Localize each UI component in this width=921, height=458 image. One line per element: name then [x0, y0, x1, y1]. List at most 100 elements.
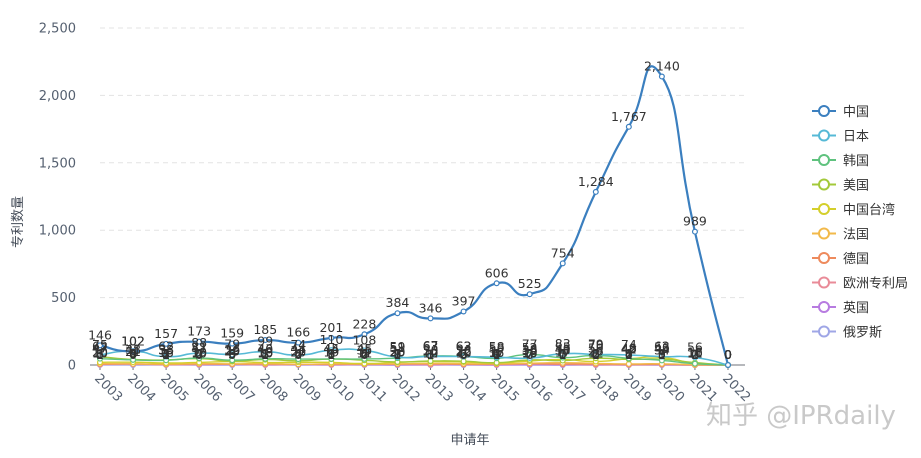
series-point[interactable] — [559, 350, 566, 357]
data-label: 49 — [621, 340, 637, 355]
series-point[interactable] — [691, 228, 698, 235]
data-label: 5 — [658, 346, 666, 361]
series-point[interactable] — [295, 339, 302, 346]
data-label: 70 — [588, 338, 604, 353]
series-point[interactable] — [625, 123, 632, 130]
series-point[interactable] — [163, 340, 170, 347]
series-point[interactable] — [526, 354, 533, 361]
series-point[interactable] — [592, 188, 599, 195]
data-label: 5 — [294, 346, 302, 361]
data-label: 0 — [724, 347, 732, 362]
series-point[interactable] — [96, 351, 103, 358]
series-point[interactable] — [361, 355, 368, 362]
legend-item-7[interactable]: 欧洲专利局 — [812, 276, 908, 292]
x-axis-title: 申请年 — [450, 433, 489, 448]
data-label: 0 — [724, 347, 732, 362]
series-point[interactable] — [328, 334, 335, 341]
series-point[interactable] — [625, 352, 632, 359]
data-label: 6 — [460, 346, 468, 361]
data-label: 55 — [555, 340, 571, 355]
series-point[interactable] — [328, 347, 335, 354]
series-point[interactable] — [196, 338, 203, 345]
series-point[interactable] — [130, 356, 137, 363]
series-point[interactable] — [262, 348, 269, 355]
series-point[interactable] — [361, 347, 368, 354]
series-point[interactable] — [427, 353, 434, 360]
legend-item-5[interactable]: 法国 — [812, 227, 869, 243]
legend-item-8[interactable]: 英国 — [812, 301, 869, 316]
data-label: 9 — [228, 346, 236, 361]
data-label: 173 — [187, 324, 211, 339]
series-point[interactable] — [196, 350, 203, 357]
series-point[interactable] — [658, 73, 665, 80]
series-point[interactable] — [295, 352, 302, 359]
series-point[interactable] — [130, 348, 137, 355]
series-point[interactable] — [328, 355, 335, 362]
data-label: 0 — [691, 347, 699, 362]
series-point[interactable] — [394, 310, 401, 317]
legend-item-6[interactable]: 德国 — [812, 252, 869, 267]
series-point[interactable] — [691, 354, 698, 361]
data-label: 40 — [257, 342, 273, 357]
series-point[interactable] — [229, 340, 236, 347]
series-point[interactable] — [658, 353, 665, 360]
data-label: 2 — [360, 347, 368, 362]
series-point[interactable] — [526, 291, 533, 298]
series-point[interactable] — [262, 337, 269, 344]
data-label: 4 — [294, 346, 302, 361]
legend-item-2[interactable]: 韩国 — [812, 154, 869, 169]
data-label: 41 — [125, 341, 141, 356]
data-label: 45 — [323, 341, 339, 356]
series-point[interactable] — [163, 353, 170, 360]
x-tick-label: 2004 — [124, 371, 158, 405]
data-label: 38 — [522, 342, 538, 357]
y-axis: 0 500 1,000 1,500 2,000 2,500 — [39, 22, 76, 374]
legend-label: 俄罗斯 — [843, 326, 882, 341]
data-label: 0 — [526, 347, 534, 362]
data-label: 17 — [555, 345, 571, 360]
series-point[interactable] — [262, 355, 269, 362]
y-tick-label: 0 — [68, 359, 76, 374]
x-tick-label: 2009 — [289, 371, 323, 405]
data-label: 30 — [423, 343, 439, 358]
data-label: 1 — [427, 347, 435, 362]
series-lines — [99, 65, 730, 366]
data-label: 0 — [294, 347, 302, 362]
data-label: 0 — [228, 347, 236, 362]
data-label: 346 — [419, 300, 443, 315]
series-point[interactable] — [229, 351, 236, 358]
data-label: 5 — [460, 346, 468, 361]
series-point[interactable] — [229, 357, 236, 364]
data-label: 0 — [559, 347, 567, 362]
series-point[interactable] — [559, 260, 566, 267]
series-point[interactable] — [493, 280, 500, 287]
legend-item-1[interactable]: 日本 — [812, 129, 869, 145]
series-point[interactable] — [460, 353, 467, 360]
data-label: 23 — [390, 344, 406, 359]
legend-item-9[interactable]: 俄罗斯 — [812, 325, 882, 341]
x-tick-label: 2003 — [91, 371, 125, 405]
legend-marker — [818, 252, 830, 264]
data-label: 1 — [393, 347, 401, 362]
x-tick-label: 2014 — [455, 371, 489, 405]
series-point[interactable] — [460, 308, 467, 315]
series-point[interactable] — [691, 360, 698, 367]
legend-item-3[interactable]: 美国 — [812, 178, 869, 194]
legend-item-0[interactable]: 中国 — [812, 105, 869, 120]
data-label: 28 — [456, 343, 472, 358]
series-point[interactable] — [96, 342, 103, 349]
series-point[interactable] — [724, 362, 731, 369]
series-point[interactable] — [394, 354, 401, 361]
series-point[interactable] — [493, 354, 500, 361]
data-label: 3 — [327, 347, 335, 362]
data-label: 51 — [191, 340, 207, 355]
data-label: 10 — [257, 346, 273, 361]
series-point[interactable] — [592, 351, 599, 358]
legend-item-4[interactable]: 中国台湾 — [812, 202, 895, 218]
data-labels: 1 0 1 0 0 1 0 1 0 0 1 0 1 0 0 0 1 0 0 03 4 2 2 3 1 2 1 2 1 1 2 0 2 1 1 0 1 0 0… — [88, 59, 732, 362]
data-label: 83 — [555, 336, 571, 351]
data-label: 0 — [658, 347, 666, 362]
series-point[interactable] — [361, 331, 368, 338]
series-point[interactable] — [427, 315, 434, 322]
